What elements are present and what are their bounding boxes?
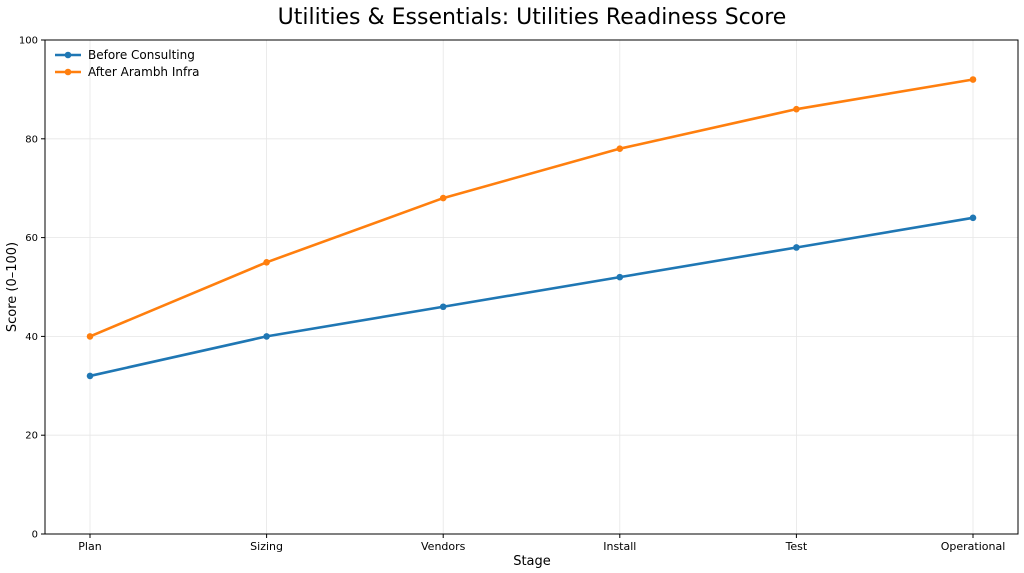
- y-axis-label: Score (0–100): [5, 242, 20, 332]
- data-point: [616, 145, 624, 152]
- data-point: [793, 244, 800, 251]
- y-axis-ticks: 0 20 40 60 80 100: [19, 36, 45, 541]
- series-line: [88, 78, 975, 338]
- data-point: [86, 333, 94, 340]
- data-point: [969, 214, 977, 222]
- legend: Before Consulting After Arambh Infra: [55, 48, 200, 79]
- y-tick-label: 80: [25, 134, 38, 145]
- data-point: [616, 273, 624, 281]
- x-tick-label: Operational: [941, 540, 1006, 553]
- plot-frame: [44, 39, 1019, 535]
- legend-item: After Arambh Infra: [55, 65, 200, 79]
- legend-item: Before Consulting: [55, 48, 195, 62]
- data-point: [263, 333, 270, 340]
- legend-swatch-marker: [64, 51, 72, 59]
- series-line: [88, 216, 975, 378]
- grid: [45, 39, 1018, 535]
- series: [86, 76, 977, 380]
- chart-title: Utilities & Essentials: Utilities Readin…: [278, 5, 787, 30]
- data-point: [263, 259, 270, 266]
- x-tick-label: Test: [785, 540, 808, 553]
- data-point: [793, 105, 800, 113]
- legend-label: After Arambh Infra: [88, 65, 200, 79]
- data-point: [969, 76, 977, 83]
- y-tick-label: 20: [25, 431, 38, 442]
- series-group: [86, 214, 977, 380]
- y-tick-label: 40: [25, 332, 38, 343]
- data-point: [439, 303, 447, 311]
- legend-swatch-marker: [64, 68, 72, 76]
- data-point: [86, 372, 94, 380]
- x-tick-label: Vendors: [421, 540, 466, 553]
- legend-label: Before Consulting: [88, 48, 195, 62]
- x-axis-label: Stage: [513, 554, 551, 569]
- x-axis-ticks: Plan Sizing Vendors Install Test Operational: [78, 534, 1005, 553]
- series-group: [86, 76, 977, 340]
- data-point: [439, 194, 447, 202]
- x-tick-label: Install: [603, 540, 636, 553]
- y-tick-label: 0: [32, 530, 38, 541]
- x-tick-label: Plan: [78, 540, 101, 553]
- y-tick-label: 100: [19, 36, 38, 47]
- y-tick-label: 60: [25, 233, 38, 244]
- x-tick-label: Sizing: [250, 540, 283, 553]
